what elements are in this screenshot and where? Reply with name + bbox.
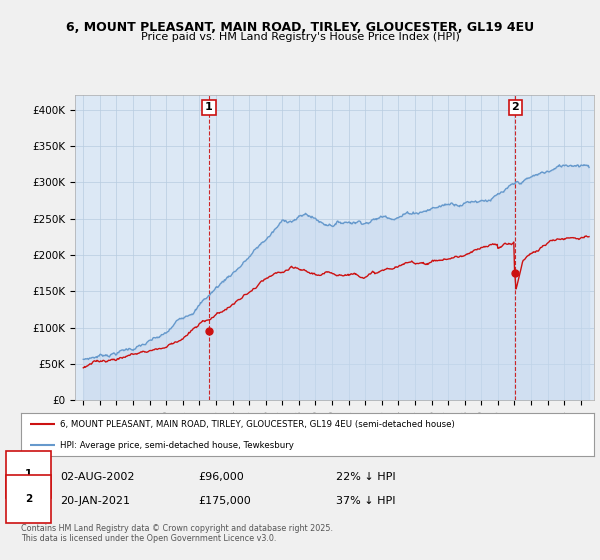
Text: 20-JAN-2021: 20-JAN-2021 [60, 496, 130, 506]
Text: 02-AUG-2002: 02-AUG-2002 [60, 472, 134, 482]
Text: 6, MOUNT PLEASANT, MAIN ROAD, TIRLEY, GLOUCESTER, GL19 4EU (semi-detached house): 6, MOUNT PLEASANT, MAIN ROAD, TIRLEY, GL… [60, 419, 455, 428]
Text: 1: 1 [25, 469, 32, 479]
Text: 2: 2 [25, 494, 32, 504]
Text: Price paid vs. HM Land Registry's House Price Index (HPI): Price paid vs. HM Land Registry's House … [140, 32, 460, 43]
Text: Contains HM Land Registry data © Crown copyright and database right 2025.
This d: Contains HM Land Registry data © Crown c… [21, 524, 333, 543]
Text: 2: 2 [511, 102, 519, 113]
Text: 1: 1 [205, 102, 213, 113]
Text: 22% ↓ HPI: 22% ↓ HPI [336, 472, 395, 482]
Text: 37% ↓ HPI: 37% ↓ HPI [336, 496, 395, 506]
Text: HPI: Average price, semi-detached house, Tewkesbury: HPI: Average price, semi-detached house,… [60, 441, 294, 450]
Text: 6, MOUNT PLEASANT, MAIN ROAD, TIRLEY, GLOUCESTER, GL19 4EU: 6, MOUNT PLEASANT, MAIN ROAD, TIRLEY, GL… [66, 21, 534, 34]
Text: £175,000: £175,000 [198, 496, 251, 506]
Text: £96,000: £96,000 [198, 472, 244, 482]
